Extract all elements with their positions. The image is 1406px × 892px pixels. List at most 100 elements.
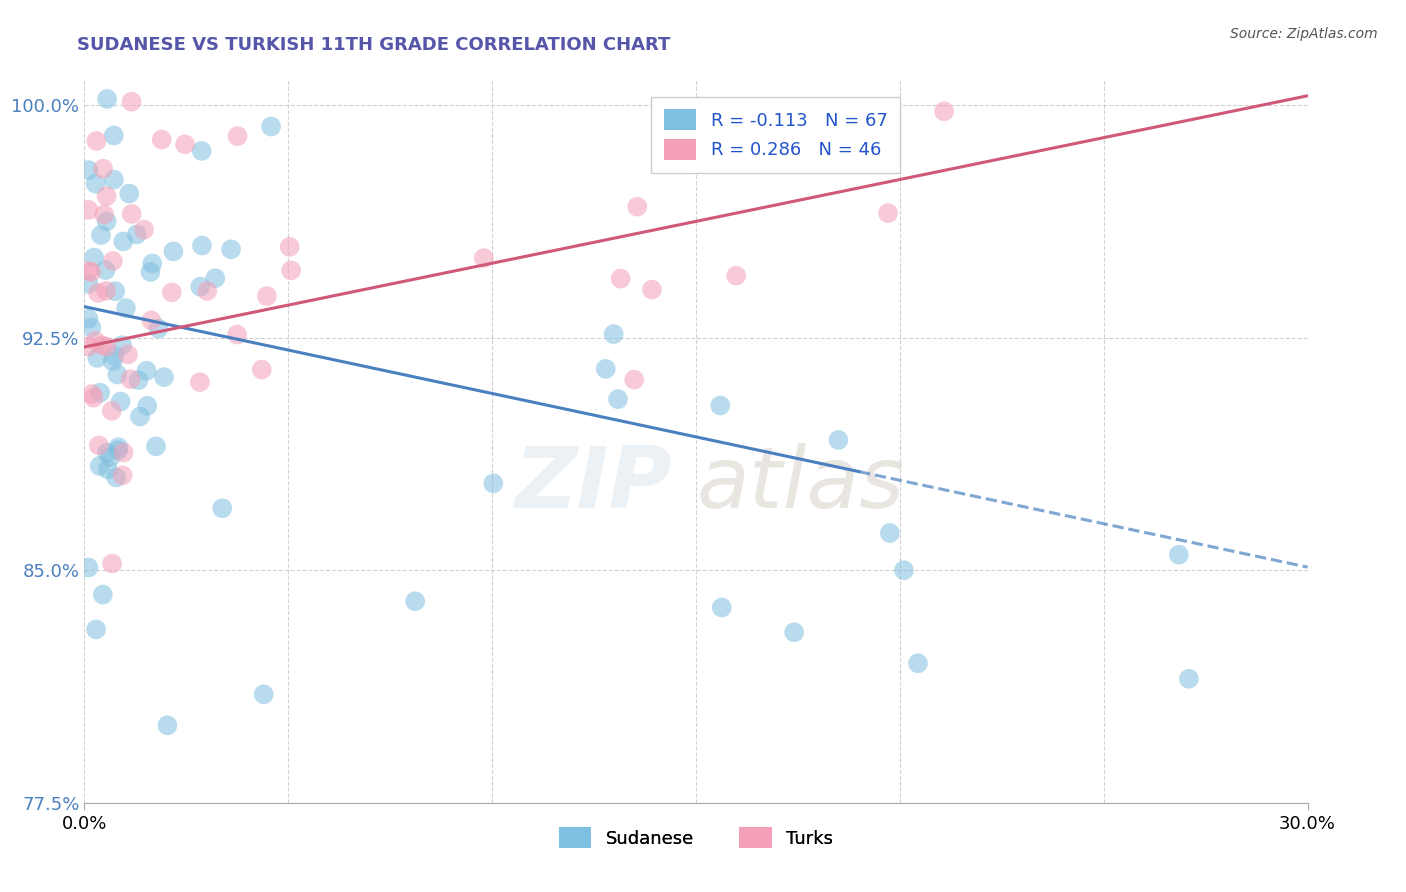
Point [77, 277, 100, 291]
Point [907, 657, 929, 671]
Point [404, 594, 426, 608]
Point [139, 265, 162, 279]
Point [226, 327, 249, 342]
Point [710, 600, 733, 615]
Point [260, 120, 283, 134]
Point [86, 351, 108, 365]
Point [190, 144, 212, 158]
Point [280, 263, 302, 277]
Point [91, 588, 114, 602]
Point [101, 354, 124, 368]
Point [626, 200, 648, 214]
Point [94, 263, 117, 277]
Point [121, 95, 143, 109]
Point [136, 399, 159, 413]
Point [77, 163, 100, 178]
Point [89, 458, 111, 473]
Point [609, 271, 631, 285]
Point [84, 623, 107, 637]
Point [934, 104, 956, 119]
Point [1178, 672, 1201, 686]
Point [104, 284, 127, 298]
Point [641, 283, 664, 297]
Point [135, 364, 157, 378]
Point [97, 462, 120, 476]
Point [103, 172, 125, 186]
Point [253, 687, 276, 701]
Point [90, 228, 112, 243]
Point [153, 370, 176, 384]
Point [607, 392, 630, 406]
Point [83, 251, 105, 265]
Point [127, 373, 149, 387]
Point [87, 438, 110, 452]
Point [125, 227, 148, 242]
Point [94, 284, 117, 298]
Point [111, 338, 134, 352]
Point [80, 320, 103, 334]
Point [77, 560, 100, 574]
Point [132, 222, 155, 236]
Point [80, 265, 103, 279]
Point [145, 439, 167, 453]
Legend: Sudanese, Turks: Sudanese, Turks [551, 820, 841, 855]
Point [219, 243, 242, 257]
Point [141, 256, 163, 270]
Point [783, 625, 806, 640]
Point [80, 387, 103, 401]
Point [879, 526, 901, 541]
Point [96, 92, 118, 106]
Point [188, 279, 211, 293]
Point [893, 563, 915, 577]
Point [105, 470, 128, 484]
Point [86, 134, 108, 148]
Point [602, 327, 624, 342]
Point [623, 373, 645, 387]
Point [84, 334, 107, 348]
Point [709, 399, 731, 413]
Point [77, 340, 100, 354]
Point [877, 206, 900, 220]
Point [96, 214, 118, 228]
Point [150, 133, 173, 147]
Point [148, 321, 170, 335]
Point [91, 161, 114, 176]
Point [103, 349, 125, 363]
Point [211, 501, 233, 516]
Point [191, 238, 214, 252]
Text: atlas: atlas [696, 443, 904, 526]
Point [91, 338, 114, 352]
Point [110, 394, 132, 409]
Point [725, 268, 748, 283]
Point [77, 202, 100, 217]
Point [107, 440, 129, 454]
Point [156, 718, 179, 732]
Point [1167, 548, 1189, 562]
Point [250, 362, 273, 376]
Point [195, 284, 218, 298]
Point [101, 557, 124, 571]
Point [827, 433, 849, 447]
Point [595, 362, 617, 376]
Point [162, 244, 184, 259]
Point [84, 177, 107, 191]
Point [96, 340, 118, 354]
Text: SUDANESE VS TURKISH 11TH GRADE CORRELATION CHART: SUDANESE VS TURKISH 11TH GRADE CORRELATI… [77, 36, 671, 54]
Point [160, 285, 183, 300]
Point [89, 385, 111, 400]
Point [111, 468, 134, 483]
Point [112, 445, 135, 459]
Point [278, 240, 301, 254]
Point [105, 368, 128, 382]
Point [472, 251, 495, 265]
Point [100, 450, 122, 464]
Point [188, 375, 211, 389]
Point [115, 301, 138, 315]
Point [226, 129, 249, 144]
Point [204, 271, 226, 285]
Point [107, 443, 129, 458]
Text: Source: ZipAtlas.com: Source: ZipAtlas.com [1230, 27, 1378, 41]
Point [141, 313, 163, 327]
Point [96, 445, 118, 459]
Point [103, 128, 125, 143]
